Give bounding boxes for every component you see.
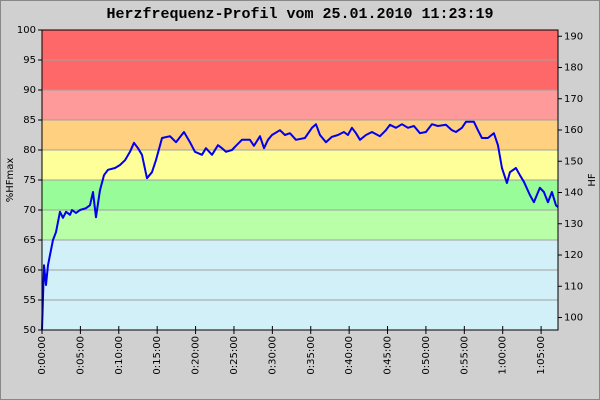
y-tick-label: 60 (23, 265, 36, 276)
x-tick-label: 0:05:00 (75, 336, 86, 375)
x-tick-label: 0:20:00 (191, 336, 202, 375)
x-tick-label: 0:45:00 (383, 336, 394, 375)
y2-tick-label: 170 (564, 94, 583, 105)
y-axis-label: %HFmax (5, 158, 16, 203)
y-tick-label: 95 (23, 55, 36, 66)
y-tick-label: 50 (23, 325, 36, 336)
y-tick-label: 85 (23, 115, 36, 126)
y2-tick-label: 130 (564, 219, 583, 230)
y2-axis-label: HF (587, 173, 598, 187)
x-tick-label: 0:25:00 (229, 336, 240, 375)
zone (42, 120, 558, 150)
x-tick-label: 0:15:00 (152, 336, 163, 375)
y-tick-label: 75 (23, 175, 36, 186)
y-tick-label: 90 (23, 85, 36, 96)
x-tick-label: 0:10:00 (114, 336, 125, 375)
y2-tick-label: 190 (564, 31, 583, 42)
x-tick-label: 0:50:00 (421, 336, 432, 375)
y-tick-label: 65 (23, 235, 36, 246)
hr-line (41, 120, 559, 331)
y2-tick-label: 100 (564, 313, 583, 324)
y2-tick-label: 160 (564, 125, 583, 136)
y2-tick-label: 180 (564, 63, 583, 74)
x-tick-label: 0:00:00 (37, 336, 48, 375)
x-tick-label: 0:35:00 (306, 336, 317, 375)
y-tick-label: 80 (23, 145, 36, 156)
x-tick-label: 0:30:00 (267, 336, 278, 375)
y2-tick-label: 120 (564, 250, 583, 261)
plot-border (41, 29, 559, 331)
y-tick-label: 55 (23, 295, 36, 306)
chart-title: Herzfrequenz-Profil vom 25.01.2010 11:23… (106, 6, 493, 23)
y-tick-label: 100 (17, 25, 36, 36)
zone (42, 210, 558, 240)
zone (42, 90, 558, 120)
zone (42, 180, 558, 210)
x-tick-label: 1:05:00 (536, 336, 547, 375)
x-tick-label: 0:40:00 (344, 336, 355, 375)
zone (42, 240, 558, 330)
y2-tick-label: 110 (564, 281, 583, 292)
y2-tick-label: 140 (564, 188, 583, 199)
x-tick-label: 1:00:00 (498, 336, 509, 375)
y2-tick-label: 150 (564, 156, 583, 167)
y-tick-label: 70 (23, 205, 36, 216)
x-tick-label: 0:55:00 (459, 336, 470, 375)
